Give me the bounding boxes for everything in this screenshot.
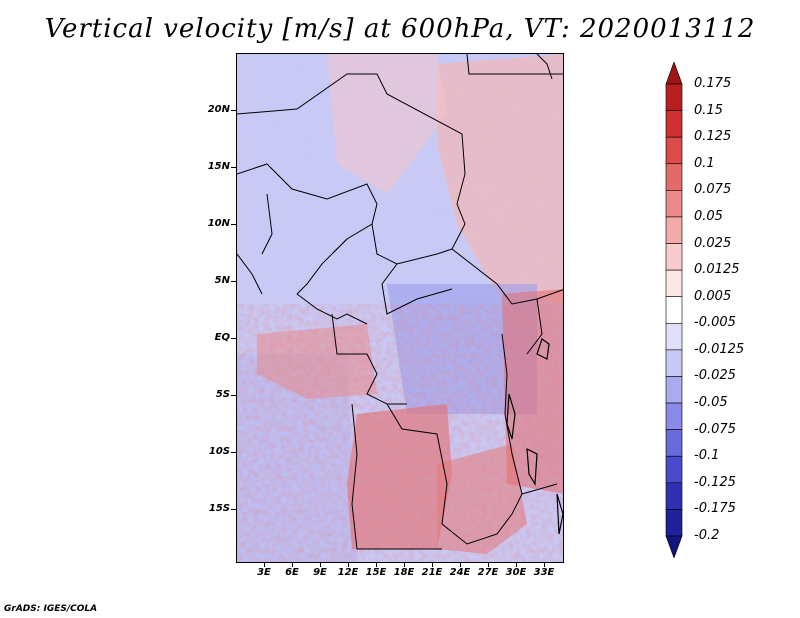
lon-label: 6E [285,567,299,578]
colorbar-tick-label: 0.0125 [694,262,740,278]
colorbar-swatch [665,376,683,404]
vertical-velocity-field [237,54,563,562]
lat-label: 5N [214,275,230,286]
lat-tick [231,224,236,225]
lake-outlines [506,338,563,535]
colorbar-tick-label: 0.1 [694,155,715,171]
colorbar-tick-label: 0.125 [694,129,732,145]
lon-label: 15E [365,567,387,578]
lat-label: 10N [207,218,230,229]
lon-label: 18E [393,567,415,578]
lat-label: 20N [207,104,230,115]
colorbar-swatch [665,455,683,484]
lon-tick [348,563,349,567]
lat-tick [231,281,236,282]
colorbar-tick-label: -0.125 [694,474,736,490]
colorbar-swatch [665,509,683,537]
lon-label: 33E [533,567,555,578]
lon-tick [460,563,461,567]
colorbar-swatch [665,322,683,351]
lat-tick [231,452,236,453]
colorbar-swatch [665,349,683,377]
lon-tick [488,563,489,567]
lon-label: 27E [477,567,499,578]
colorbar-swatch [665,269,683,298]
map-plot-area [236,53,564,563]
lon-tick [404,563,405,567]
colorbar-tick-label: -0.1 [694,448,720,464]
colorbar-tick-label: 0.075 [694,182,732,198]
lat-label: 10S [208,446,230,457]
lat-label: 15S [208,503,230,514]
lat-tick [231,338,236,339]
lon-label: 21E [421,567,443,578]
colorbar-tick-label: -0.075 [694,421,736,437]
lon-tick [432,563,433,567]
colorbar-swatch [665,402,683,430]
colorbar-swatch [665,429,683,457]
lon-tick [544,563,545,567]
colorbar-swatch [665,216,683,244]
colorbar-tick-label: 0.15 [694,102,723,118]
colorbar-swatch [665,62,683,85]
colorbar-swatch [665,136,683,165]
lon-tick [264,563,265,567]
lon-tick [516,563,517,567]
lat-label: EQ [214,332,230,343]
colorbar-tick-label: 0.005 [694,288,732,304]
colorbar-tick-label: 0.05 [694,208,723,224]
lat-tick [231,167,236,168]
lat-tick [231,509,236,510]
colorbar-swatch [665,296,683,324]
colorbar-tick-label: -0.0125 [694,341,745,357]
grads-credit: GrADS: IGES/COLA [4,604,98,614]
lon-label: 9E [313,567,327,578]
lat-label: 5S [215,389,230,400]
lon-label: 12E [337,567,359,578]
colorbar-tick-label: -0.175 [694,501,736,517]
colorbar-swatch [665,110,683,138]
lon-label: 30E [505,567,527,578]
lat-tick [231,110,236,111]
colorbar-tick-label: -0.05 [694,395,728,411]
lon-tick [376,563,377,567]
lon-tick [292,563,293,567]
colorbar-swatch [665,535,683,558]
colorbar-swatch [665,190,683,218]
updraft-region-north [327,54,447,194]
lat-tick [231,395,236,396]
colorbar-tick-label: 0.175 [694,76,732,91]
lon-label: 24E [449,567,471,578]
updraft-region-northeast [437,54,563,304]
colorbar [665,62,683,558]
lon-label: 3E [257,567,271,578]
colorbar-tick-label: 0.025 [694,235,732,251]
map-title: Vertical velocity [m/s] at 600hPa, VT: 2… [44,14,756,44]
colorbar-tick-label: -0.025 [694,368,736,384]
country-boundaries [237,54,563,550]
colorbar-tick-label: -0.2 [694,528,720,543]
colorbar-swatch [665,482,683,510]
colorbar-swatch [665,243,683,271]
colorbar-swatch [665,163,683,191]
lon-tick [320,563,321,567]
colorbar-swatch [665,83,683,111]
colorbar-tick-label: -0.005 [694,315,736,331]
lat-label: 15N [207,161,230,172]
